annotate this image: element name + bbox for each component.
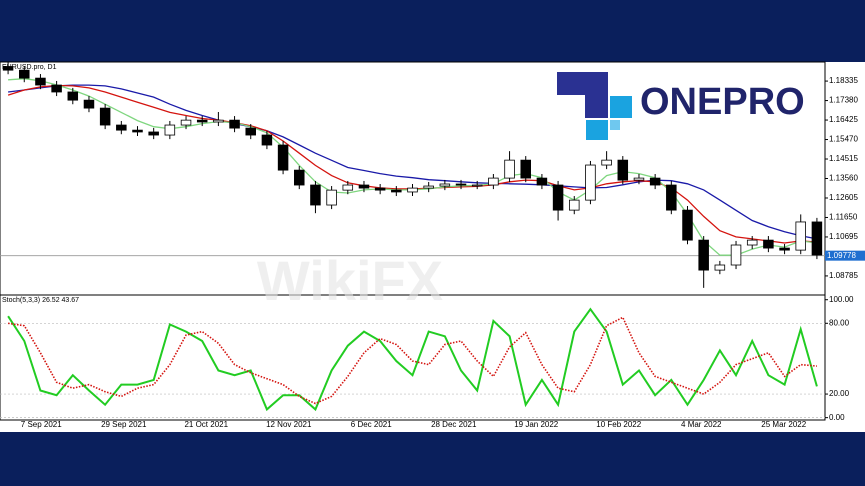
current-price-label: 1.09778: [827, 251, 856, 260]
stochastic-line: [7, 316, 817, 405]
candle-body: [488, 177, 499, 186]
candle-body: [520, 159, 531, 179]
y-tick-label: 0.00: [829, 413, 845, 422]
candle-body: [391, 189, 402, 193]
candle-body: [811, 221, 823, 256]
panel-title: Stoch(5,3,3) 26.52 43.67: [2, 297, 79, 304]
candle-body: [633, 177, 645, 181]
x-tick-label: 21 Oct 2021: [184, 420, 228, 429]
candle-body: [666, 184, 677, 211]
y-tick-label: 1.13560: [829, 174, 858, 183]
y-tick-label: 1.14515: [829, 154, 858, 163]
candle-body: [229, 119, 240, 129]
y-tick-label: 1.10695: [829, 232, 858, 241]
candle-body: [730, 244, 742, 266]
candle-body: [552, 184, 564, 211]
x-tick-label: 29 Sep 2021: [101, 420, 147, 429]
candle-body: [682, 209, 693, 241]
candle-body: [569, 199, 580, 211]
candle-body: [310, 184, 321, 206]
y-tick-label: 1.15470: [829, 135, 858, 144]
y-tick-label: 1.17380: [829, 96, 858, 105]
x-tick-label: 4 Mar 2022: [681, 420, 722, 429]
plots: EURUSD.pro, D1 1.18335 1.17380 1.16425 1.154…: [0, 61, 865, 429]
candle-body: [504, 159, 515, 179]
candle-body: [19, 69, 30, 79]
logo: ONEPRO: [557, 72, 805, 140]
candle-body: [617, 159, 629, 181]
candle-body: [261, 134, 273, 146]
logo-square: [586, 120, 608, 140]
x-tick-label: 19 Jan 2022: [514, 420, 559, 429]
candle-body: [83, 99, 95, 109]
candle-body: [601, 159, 612, 166]
candle-body: [779, 247, 790, 251]
x-tick-label: 7 Sep 2021: [21, 420, 62, 429]
candle-body: [407, 187, 418, 193]
candle-body: [51, 84, 62, 93]
x-tick-label: 12 Nov 2021: [266, 420, 312, 429]
candle-body: [714, 264, 726, 271]
y-tick-label: 1.12605: [829, 193, 858, 202]
candle-body: [374, 187, 386, 191]
candle-body: [99, 107, 111, 126]
moving-average: [8, 84, 818, 240]
candle-body: [746, 239, 758, 246]
candle-body: [2, 66, 14, 71]
candle-body: [439, 183, 451, 187]
candle-body: [649, 177, 661, 186]
candle-body: [471, 184, 483, 187]
candle-body: [148, 131, 159, 136]
x-tick-label: 10 Feb 2022: [596, 420, 641, 429]
candle-body: [698, 239, 709, 271]
logo-square: [610, 96, 632, 118]
candle-body: [536, 177, 548, 186]
y-tick-label: 1.18335: [829, 76, 858, 85]
candle-body: [763, 239, 774, 249]
y-tick-label: 20.00: [829, 389, 850, 398]
y-tick-label: 100.00: [829, 295, 854, 304]
candle-body: [585, 164, 596, 201]
candle-body: [277, 144, 289, 171]
watermark: WikiFX: [257, 249, 443, 312]
plot-frame: [0, 294, 826, 421]
y-tick-label: 1.11650: [829, 213, 858, 222]
logo-text: ONEPRO: [640, 81, 805, 123]
candle-body: [164, 124, 176, 136]
candle-body: [358, 184, 370, 189]
candle-body: [326, 189, 337, 206]
candle-body: [213, 119, 224, 123]
candle-body: [35, 77, 46, 86]
candle-body: [116, 124, 127, 131]
candle-body: [455, 183, 467, 186]
panel-title: EURUSD.pro, D1: [2, 64, 57, 71]
candle-body: [245, 127, 256, 136]
logo-mark: [557, 72, 608, 118]
candle-body: [423, 185, 434, 189]
stochastic-line: [7, 307, 818, 412]
candle-body: [196, 119, 208, 123]
logo-square: [610, 120, 620, 130]
candle-body: [180, 119, 192, 126]
candle-body: [342, 184, 354, 191]
candle-body: [67, 91, 79, 101]
y-tick-label: 80.00: [829, 318, 850, 327]
candle-body: [795, 221, 806, 251]
y-tick-label: 1.16425: [829, 115, 858, 124]
candle-body: [132, 129, 143, 133]
y-tick-label: 1.08785: [829, 271, 858, 280]
x-tick-label: 25 Mar 2022: [761, 420, 806, 429]
x-tick-label: 6 Dec 2021: [351, 420, 392, 429]
candle-body: [294, 169, 305, 186]
current-price-box: [825, 250, 865, 261]
x-tick-label: 28 Dec 2021: [431, 420, 477, 429]
